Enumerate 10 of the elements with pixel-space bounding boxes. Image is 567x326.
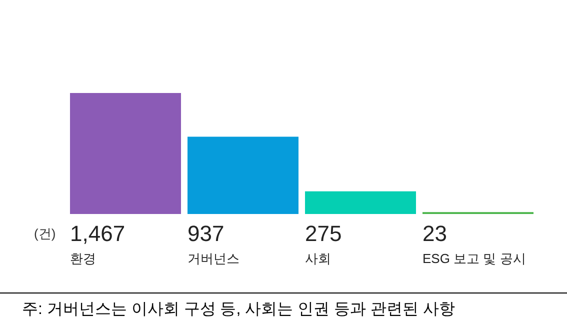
x-tick-label: 사회 [305, 251, 331, 266]
text: 주: 거버넌스는 이사회 구성 등, 사회는 인권 등과 관련된 사항 [22, 301, 455, 318]
data-label: 275 [305, 221, 342, 246]
text: (건) [34, 226, 56, 241]
x-tick-label: 환경 [70, 251, 96, 266]
data-label: 23 [422, 221, 447, 246]
data-label: 937 [188, 221, 224, 246]
x-tick-label: 거버넌스 [188, 251, 240, 266]
x-tick-label: ESG 보고 및 공시 [422, 251, 526, 266]
data-label: 1,467 [70, 221, 126, 246]
